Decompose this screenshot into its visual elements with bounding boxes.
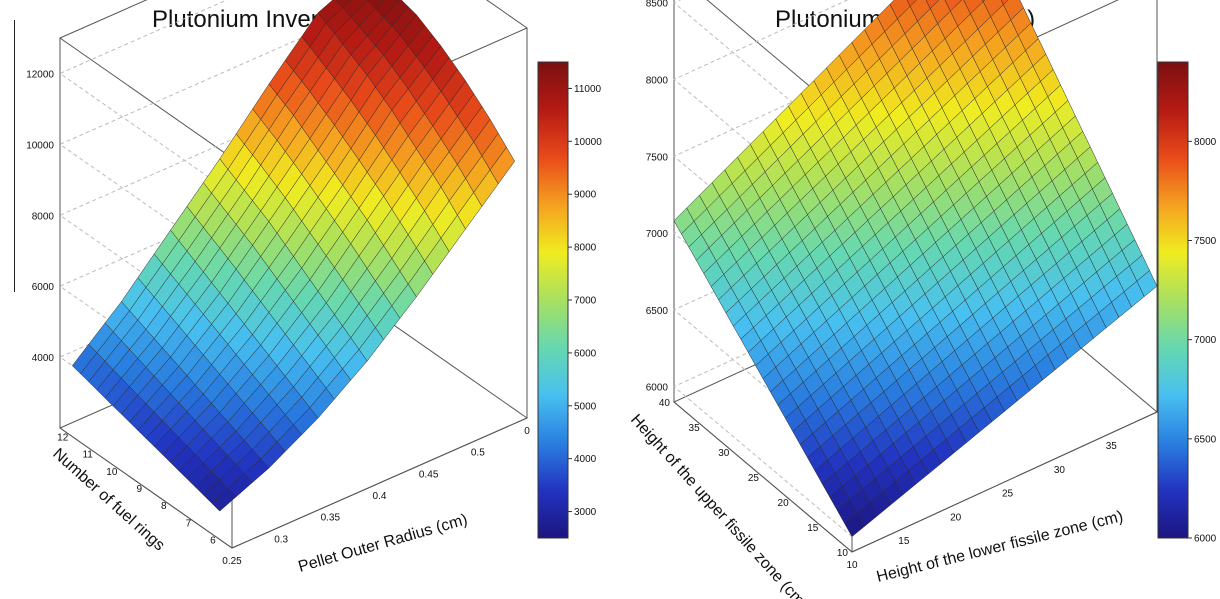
z-tick-label: 12000 [26,69,54,80]
z-tick-label: 8000 [646,76,669,87]
chart-1-top-frame [706,0,1119,123]
z-tick-label: 7500 [646,152,669,163]
y-tick-label: 9 [136,484,142,495]
y-tick-label: 40 [659,398,671,409]
y-tick-label: 8 [161,501,167,512]
x-axis-line [231,417,528,549]
colorbar-tick-label: 8000 [1194,137,1217,148]
chart-1-colorbar: 6000 6500 7000 7500 8000 [1157,61,1217,545]
colorbar-tick-label: 7000 [574,296,597,307]
x-tick-label: 30 [1054,465,1066,476]
colorbar-tick-label: 3000 [574,507,597,518]
surface-cell [906,0,917,7]
y-tick-label: 12 [57,433,69,444]
x-tick-label: 20 [950,512,962,523]
colorbar-tick-label: 7000 [1194,335,1217,346]
x-axis-line [851,411,1158,553]
chart-0-front-edges [59,417,528,549]
chart-1-surface [673,0,1158,537]
x-tick-label: 0 [524,426,530,437]
y-tick-label: 20 [778,498,790,509]
right-chart-svg: 10 15 20 25 30 35 10 15 20 25 30 35 40 6000 6500 7000 75… [627,0,1217,599]
y-tick-label: 30 [718,448,730,459]
colorbar-tick-label: 5000 [574,401,597,412]
right-chart-panel: Plutonium Inventory (kg) 101520253035101… [610,0,1220,599]
colorbar-tick-label: 9000 [574,190,597,201]
y-tick-label: 10 [106,467,118,478]
surface-cell [1136,270,1158,297]
chart-1-group: 10 15 20 25 30 35 10 15 20 25 30 35 40 6000 6500 7000 75… [627,0,1217,599]
colorbar-tick-label: 6000 [574,348,597,359]
y-tick-label: 25 [748,473,760,484]
x-tick-label: 25 [1002,489,1014,500]
left-chart-svg: 0.25 0.3 0.35 0.4 0.45 0.5 0 6 7 8 9 10 11 12 4000 6000… [26,0,602,576]
x-tick-label: 0.4 [373,491,387,502]
chart-0-ticks: 0.25 0.3 0.35 0.4 0.45 0.5 0 6 7 8 9 10 11 12 4000 6000… [26,69,530,567]
x-tick-label: 35 [1106,441,1118,452]
surface-cell [335,0,352,8]
z-tick-label: 6000 [32,282,55,293]
x-tick-label: 15 [898,536,910,547]
colorbar-tick-label: 11000 [574,84,602,95]
x-tick-label: 0.25 [222,556,242,567]
colorbar-tick-label: 6000 [1194,534,1217,545]
y-tick-label: 35 [689,423,701,434]
chart-0-group: 0.25 0.3 0.35 0.4 0.45 0.5 0 6 7 8 9 10 11 12 4000 6000… [26,0,602,576]
colorbar-tick-label: 10000 [574,137,602,148]
surface-cell [1000,0,1009,5]
colorbar-tick-label: 4000 [574,454,597,465]
x-tick-label: 0.5 [471,448,485,459]
z-tick-label: 6000 [646,383,669,394]
z-tick-label: 7000 [646,229,669,240]
y-tick-label: 15 [807,523,819,534]
x-axis-label: Height of the lower fissile zone (cm) [875,508,1125,586]
y-tick-label: 7 [186,518,192,529]
chart-1-ticks: 10 15 20 25 30 35 10 15 20 25 30 35 40 6000 6500 7000 75… [646,0,1117,571]
y-tick-label: 11 [82,450,93,461]
z-tick-label: 10000 [26,140,54,151]
y-tick-label: 10 [837,548,849,559]
z-tick-label: 6500 [646,306,669,317]
x-tick-label: 0.35 [321,513,341,524]
z-tick-label: 8500 [646,0,669,10]
chart-0-surface [71,0,515,512]
z-tick-label: 8000 [32,211,55,222]
surface-cell [489,146,515,185]
colorbar-tick-label: 7500 [1194,236,1217,247]
left-edge-line [14,20,15,292]
y-axis-line [59,427,233,549]
colorbar-rect [537,61,569,539]
surface-cell [366,0,384,9]
chart-0-colorbar: 3000 4000 5000 6000 7000 8000 9000 10000 11000 [537,61,602,539]
chart-1-front-edges [673,401,1158,553]
y-axis-line [673,401,853,553]
colorbar-tick-label: 6500 [1194,434,1217,445]
y-tick-label: 6 [210,535,216,546]
colorbar-rect [1157,61,1189,539]
colorbar-tick-label: 8000 [574,243,597,254]
x-tick-label: 0.45 [419,469,439,480]
x-tick-label: 0.3 [274,534,288,545]
x-tick-label: 10 [846,560,858,571]
left-chart-panel: Plutonium Inventory (kg) 0.25 0.3 0.35 0.4 0… [26,0,602,576]
z-tick-label: 4000 [32,353,55,364]
